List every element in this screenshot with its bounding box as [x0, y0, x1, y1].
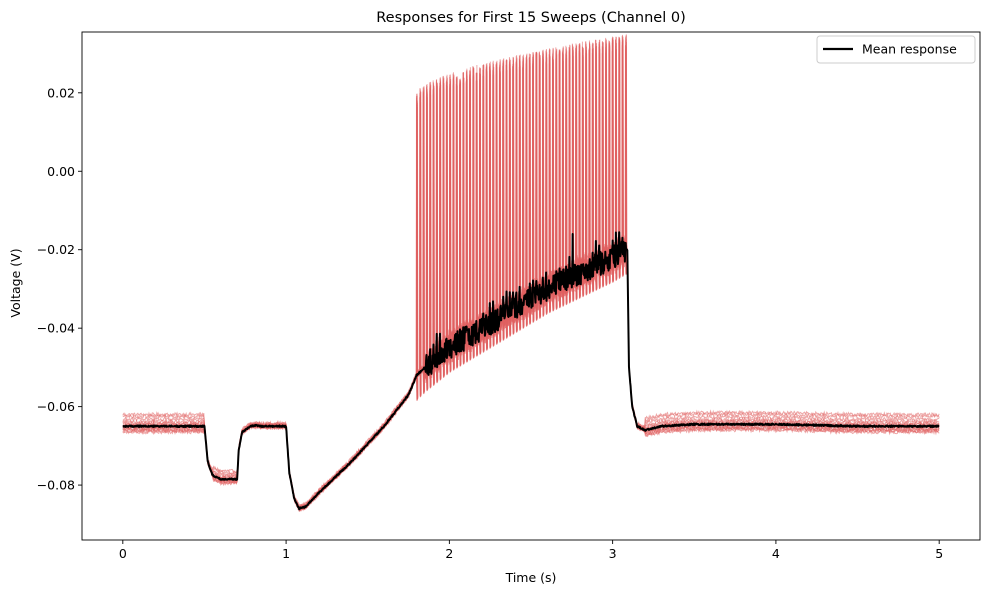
y-tick-label: −0.08: [37, 478, 75, 493]
sweep-line: [122, 37, 940, 509]
legend-label-mean: Mean response: [862, 42, 957, 57]
plot-frame: [81, 31, 981, 541]
legend: Mean response: [816, 35, 976, 64]
axes: 0 1 2 3 4 5 −0.08 −0.06 −0.04 −0.02 0.00 0.02: [37, 31, 981, 561]
x-axis-label: Time (s): [505, 570, 557, 585]
plot-area: [122, 34, 940, 512]
legend-box: [816, 35, 976, 64]
x-tick-label: 1: [282, 546, 290, 561]
y-tick-label: 0.00: [47, 164, 75, 179]
y-tick-label: −0.04: [37, 321, 75, 336]
x-tick-label: 4: [772, 546, 780, 561]
mean-response-line: [122, 231, 940, 511]
y-tick-label: 0.02: [47, 85, 75, 100]
y-axis-label: Voltage (V): [8, 248, 23, 317]
x-tick-label: 2: [445, 546, 453, 561]
y-tick-label: −0.02: [37, 242, 75, 257]
sweep-line: [122, 39, 940, 510]
chart-title: Responses for First 15 Sweeps (Channel 0…: [376, 10, 685, 26]
x-tick-label: 5: [935, 546, 943, 561]
x-tick-label: 0: [119, 546, 127, 561]
x-tick-label: 3: [609, 546, 617, 561]
y-tick-label: −0.06: [37, 399, 75, 414]
